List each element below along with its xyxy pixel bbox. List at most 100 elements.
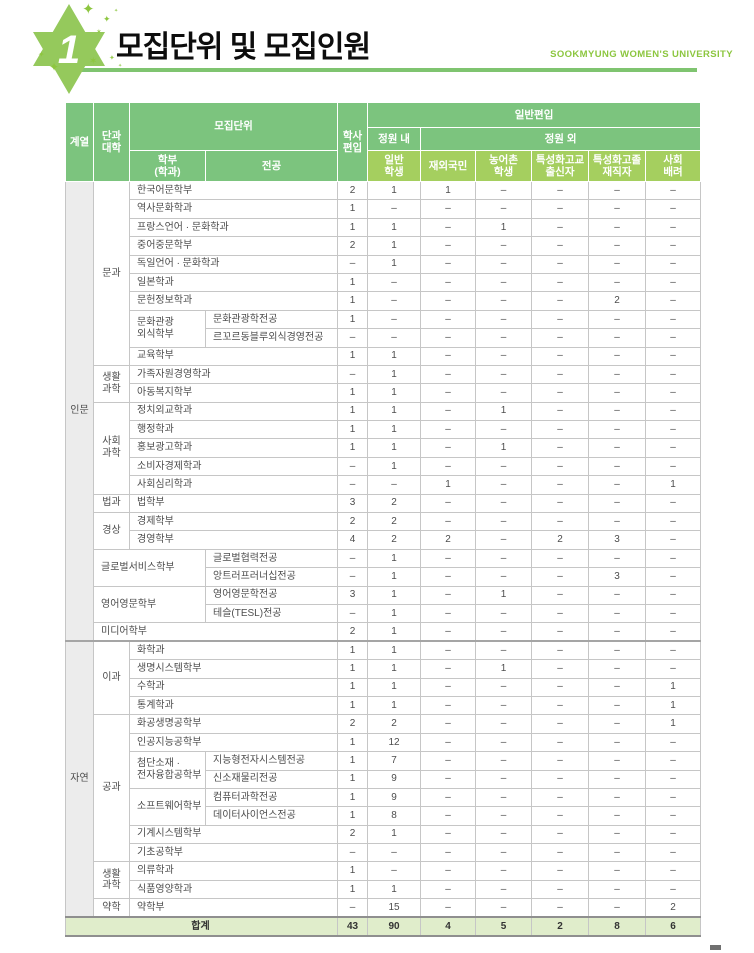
value-cell: –: [475, 309, 533, 330]
value-cell: 1: [337, 420, 369, 440]
value-cell: 1: [337, 787, 369, 808]
table-row: 프랑스언어 · 문화학과 1 1–1– – –: [66, 217, 702, 238]
value-cell: –: [531, 291, 590, 311]
major-cell: 데이터사이언스전공: [204, 806, 339, 826]
value-cell: –: [588, 769, 647, 789]
dept-cell: 경영학부: [128, 530, 339, 550]
table-row: 수학과 1 1– – – –1: [66, 677, 702, 697]
value-cell: 1: [337, 217, 369, 238]
value-cell: 1: [337, 309, 369, 330]
college-cell: 사회 과학: [93, 401, 130, 495]
unit-header: 모집단위: [128, 102, 339, 151]
table-row: 중어중문학부 2 1– – – – –: [66, 236, 702, 256]
value-cell: –: [531, 180, 590, 201]
dept-cell: 아동복지학부: [128, 383, 339, 403]
value-cell: 2: [337, 714, 369, 734]
value-cell: –: [531, 732, 590, 753]
value-cell: –: [588, 714, 647, 734]
value-cell: –: [475, 751, 533, 771]
total-value-cell: 43: [337, 916, 369, 938]
value-cell: –: [588, 751, 647, 771]
value-cell: –: [645, 328, 702, 348]
value-cell: –: [645, 364, 702, 385]
value-cell: –: [420, 254, 477, 274]
value-cell: 4: [337, 530, 369, 550]
total-value-cell: 6: [645, 916, 702, 938]
value-cell: –: [475, 530, 533, 550]
sparkle-icon: ✦: [49, 60, 60, 74]
category-header: 계열: [65, 102, 94, 182]
table-row: 기초공학부 – – – – – – –: [66, 843, 702, 863]
value-cell: 2: [645, 898, 702, 918]
value-cell: –: [645, 236, 702, 256]
value-cell: –: [531, 824, 590, 845]
vocational-hs-graduate-header: 특성화고교 출신자: [531, 150, 590, 182]
value-cell: –: [420, 493, 477, 514]
table-row: 약학 약학부 –15– – – –2: [66, 898, 702, 918]
major-header: 전공: [204, 150, 339, 182]
dept-cell: 행정학과: [128, 420, 339, 440]
value-cell: –: [645, 180, 702, 201]
value-cell: –: [475, 622, 533, 642]
dept-cell: 의류학과: [128, 861, 339, 881]
value-cell: 1: [367, 659, 422, 679]
value-cell: 3: [588, 530, 647, 550]
value-cell: 1: [367, 640, 422, 661]
dept-cell: 기초공학부: [128, 843, 339, 863]
value-cell: –: [531, 843, 590, 863]
value-cell: 1: [475, 438, 533, 458]
table-row: 사회심리학과 – –1– – –1: [66, 475, 702, 495]
value-cell: –: [531, 861, 590, 881]
dept-cell: 화공생명공학부: [128, 714, 339, 734]
value-cell: –: [531, 420, 590, 440]
dept-cell: 경제학부: [128, 512, 339, 532]
dept-cell: 영어영문학부: [93, 585, 206, 624]
table-row: 테슬(TESL)전공 –1– – – – –: [66, 603, 702, 624]
value-cell: –: [531, 383, 590, 403]
value-cell: –: [420, 548, 477, 569]
value-cell: –: [420, 732, 477, 753]
value-cell: –: [588, 456, 647, 477]
value-cell: 1: [645, 695, 702, 716]
value-cell: 3: [337, 585, 369, 605]
sparkle-icon: ✦: [38, 50, 45, 59]
value-cell: –: [475, 291, 533, 311]
table-row: 첨단소재 · 전자융합공학부 지능형전자시스템전공 1 7– – – – –: [66, 751, 702, 789]
value-cell: –: [531, 787, 590, 808]
value-cell: 1: [337, 438, 369, 458]
dept-cell: 첨단소재 · 전자융합공학부: [129, 751, 206, 789]
value-cell: –: [367, 861, 422, 881]
value-cell: –: [645, 493, 702, 514]
within-quota-header: 정원 내: [367, 127, 422, 151]
major-cell: 테슬(TESL)전공: [204, 603, 339, 624]
value-cell: –: [475, 180, 533, 201]
value-cell: –: [337, 548, 369, 569]
category-cell: 자연: [65, 640, 94, 918]
value-cell: –: [531, 879, 590, 900]
value-cell: –: [475, 328, 533, 348]
value-cell: –: [645, 548, 702, 569]
outside-quota-header: 정원 외: [420, 127, 702, 151]
section-number-star-icon: 1: [33, 4, 105, 94]
major-cell: 신소재물리전공: [204, 769, 339, 789]
value-cell: 1: [337, 732, 369, 753]
value-cell: 1: [337, 751, 369, 771]
page-title: 모집단위 및 모집인원: [116, 31, 371, 64]
value-cell: –: [588, 787, 647, 808]
value-cell: –: [475, 843, 533, 863]
value-cell: –: [420, 512, 477, 532]
value-cell: –: [531, 328, 590, 348]
value-cell: –: [645, 291, 702, 311]
value-cell: –: [531, 659, 590, 679]
value-cell: –: [588, 420, 647, 440]
value-cell: –: [531, 603, 590, 624]
value-cell: 2: [588, 291, 647, 311]
value-cell: –: [588, 364, 647, 385]
value-cell: –: [531, 769, 590, 789]
value-cell: –: [645, 585, 702, 605]
value-cell: 1: [645, 475, 702, 495]
value-cell: 7: [367, 751, 422, 771]
value-cell: –: [645, 751, 702, 771]
sparkle-icon: ✦: [82, 1, 95, 18]
category-cell: 인문: [65, 181, 94, 642]
